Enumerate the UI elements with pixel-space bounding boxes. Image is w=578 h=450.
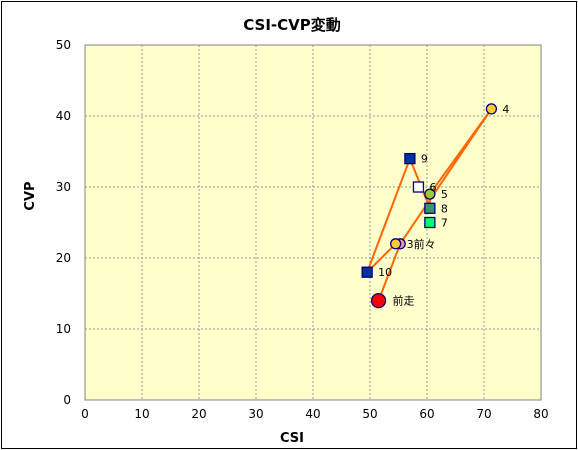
- y-tick-label: 30: [56, 180, 71, 194]
- point-label: 6: [429, 181, 436, 194]
- data-point-4: [485, 103, 498, 115]
- x-tick-label: 60: [419, 407, 434, 421]
- x-tick-label: 80: [533, 407, 548, 421]
- chart-title: CSI-CVP変動: [243, 16, 341, 34]
- data-point-3前々: [389, 238, 402, 250]
- data-point-9: [404, 152, 416, 165]
- x-tick-label: 40: [305, 407, 320, 421]
- y-tick-label: 20: [56, 251, 71, 265]
- point-label: 9: [421, 153, 428, 166]
- y-tick-label: 40: [56, 109, 71, 123]
- data-point-6: [412, 181, 425, 193]
- point-label: 前走: [393, 294, 415, 308]
- data-point-10: [361, 266, 373, 278]
- data-point-7: [424, 216, 436, 229]
- x-tick-label: 30: [248, 407, 263, 421]
- point-label: 10: [378, 266, 392, 279]
- data-point-5: [424, 188, 436, 200]
- x-tick-label: 0: [81, 407, 89, 421]
- tick-labels: 0 10 20 30 40 50 60 70 80 0 10 20 30 40 50: [56, 38, 549, 421]
- point-label: 5: [441, 188, 448, 201]
- point-label: 4: [502, 103, 509, 116]
- y-tick-label: 50: [56, 38, 71, 52]
- x-tick-label: 70: [476, 407, 491, 421]
- data-point-8: [424, 202, 436, 214]
- y-axis-label: CVP: [23, 181, 38, 210]
- data-point-前走: [370, 292, 387, 309]
- x-axis-label: CSI: [280, 431, 304, 446]
- point-label: 7: [441, 217, 448, 230]
- x-tick-label: 20: [191, 407, 206, 421]
- trend-line: [366, 108, 493, 301]
- y-tick-label: 0: [63, 393, 71, 407]
- y-tick-label: 10: [56, 322, 71, 336]
- x-tick-label: 10: [134, 407, 149, 421]
- point-label: 8: [441, 202, 448, 215]
- data-points: [361, 103, 498, 309]
- point-label: 3前々: [407, 237, 436, 251]
- x-tick-label: 50: [362, 407, 377, 421]
